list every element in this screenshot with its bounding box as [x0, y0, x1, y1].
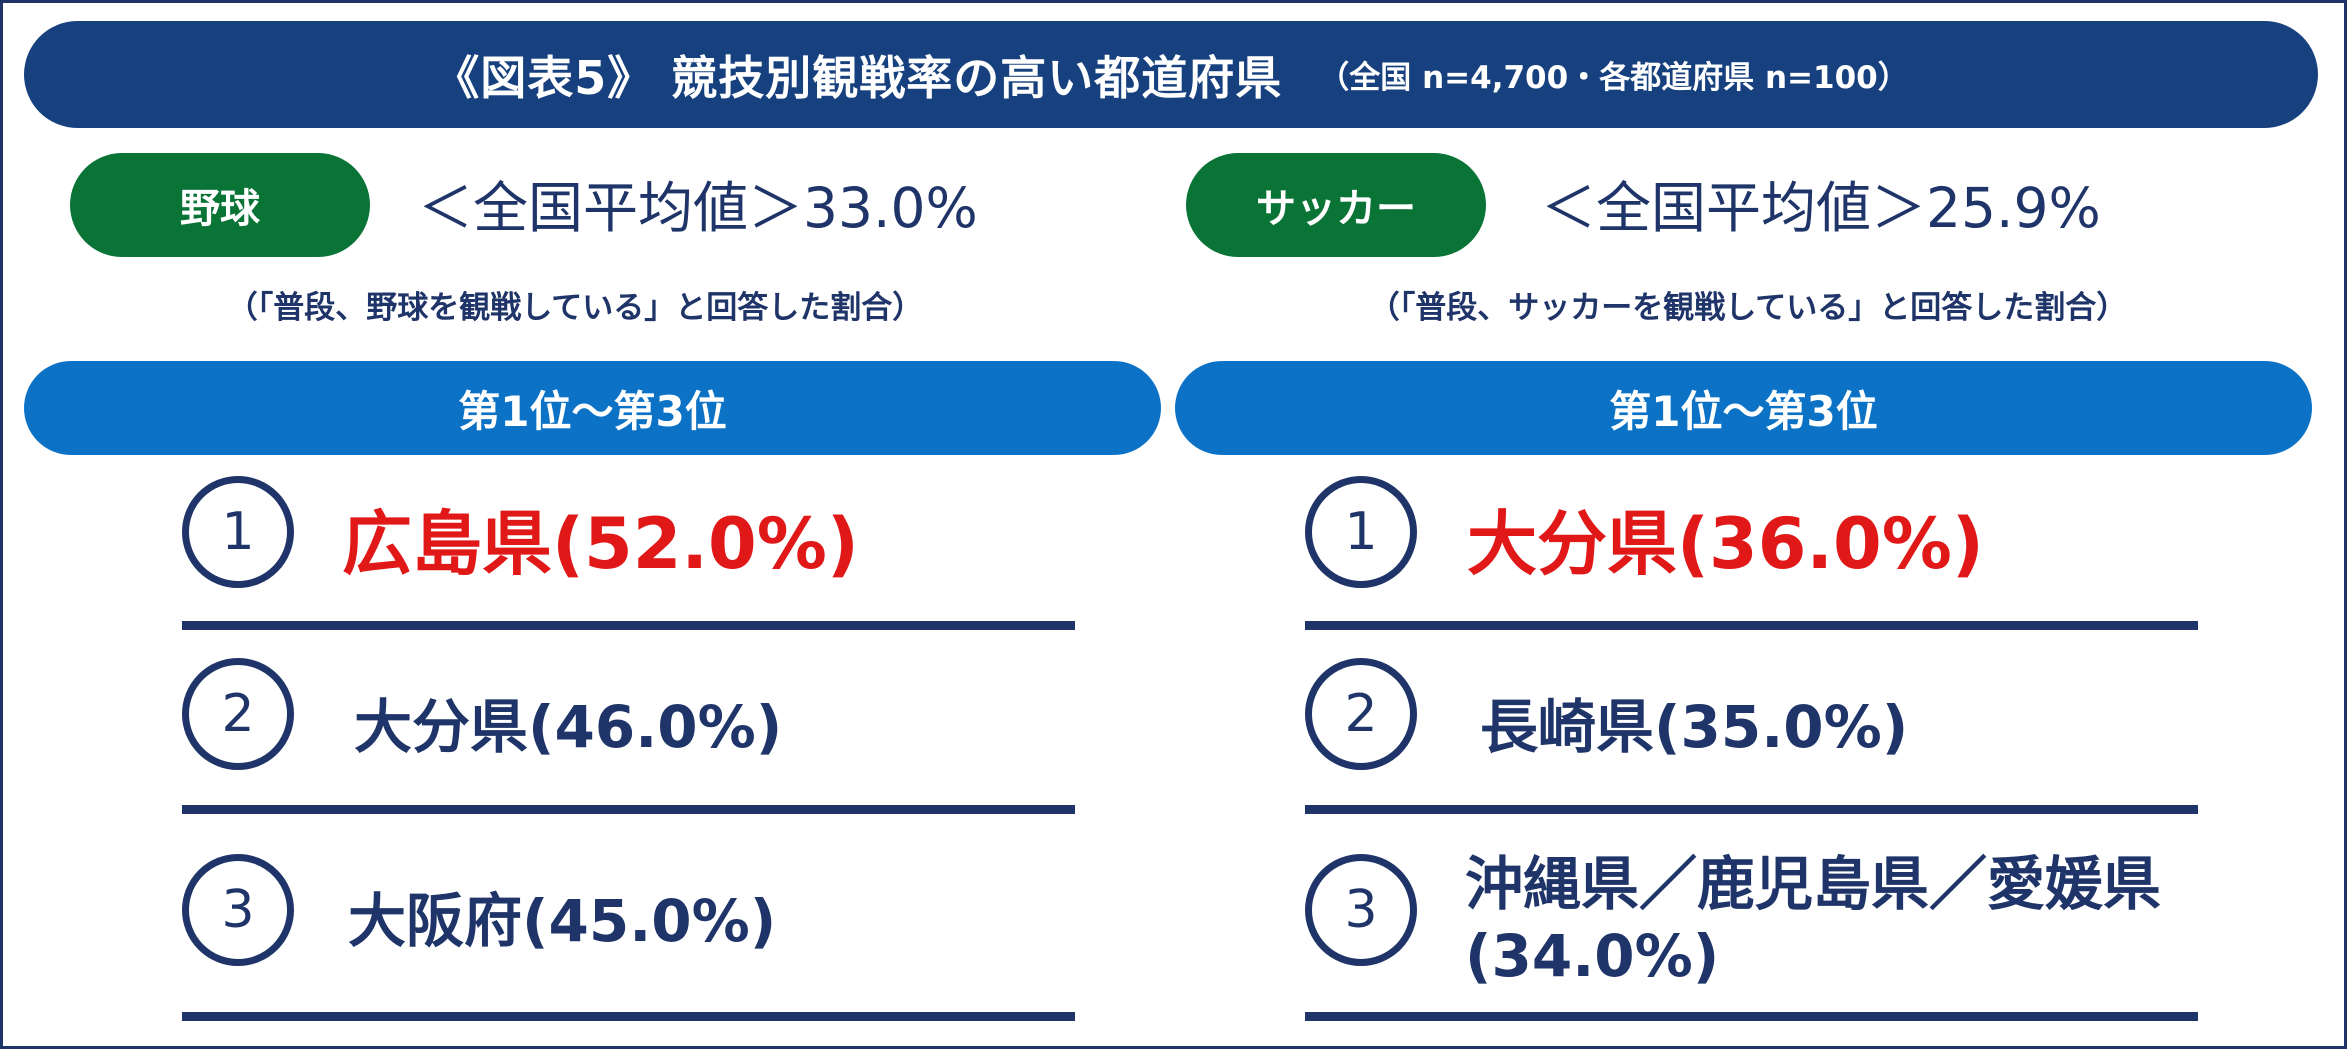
national-average-label: ＜全国平均値＞ — [1541, 176, 1927, 240]
rank-divider — [1305, 621, 2198, 630]
rank-divider — [182, 1012, 1075, 1021]
rank-prefecture: 大分県(36.0%) — [1467, 503, 1984, 585]
rank-number-circle: 1 — [1305, 476, 1417, 588]
rank-divider — [1305, 805, 2198, 814]
national-average-value: 25.9% — [1926, 176, 2101, 240]
national-average-baseball: ＜全国平均値＞33.0% — [418, 163, 978, 243]
survey-note-baseball: （「普段、野球を観戦している」と回答した割合） — [226, 290, 924, 326]
rank-number-circle: 3 — [1305, 854, 1417, 966]
figure-sample-size: （全国 n=4,700・各都道府県 n=100） — [1318, 60, 1909, 96]
rank-number-circle: 2 — [182, 658, 294, 770]
rank-prefecture: 大分県(46.0%) — [354, 693, 783, 761]
national-average-label: ＜全国平均値＞ — [418, 176, 804, 240]
rank-prefecture: 広島県(52.0%) — [342, 503, 859, 585]
rank-header-baseball: 第1位～第3位 — [24, 361, 1161, 455]
rank-number-circle: 3 — [182, 854, 294, 966]
rank-number-circle: 1 — [182, 476, 294, 588]
rank-divider — [182, 805, 1075, 814]
soccer-panel: サッカー ＜全国平均値＞25.9% （「普段、サッカーを観戦している」と回答した… — [1173, 0, 2323, 1049]
survey-note-soccer: （「普段、サッカーを観戦している」と回答した割合） — [1368, 290, 2128, 326]
rank-divider — [1305, 1012, 2198, 1021]
rank-prefecture: 長崎県(35.0%) — [1480, 693, 1909, 761]
rank-number-circle: 2 — [1305, 658, 1417, 770]
title-bar: 《図表5》 競技別観戦率の高い都道府県 （全国 n=4,700・各都道府県 n=… — [24, 21, 2318, 128]
figure-title: 《図表5》 競技別観戦率の高い都道府県 — [433, 50, 1283, 105]
rank-prefecture: 大阪府(45.0%) — [348, 887, 777, 955]
sport-label-baseball: 野球 — [70, 153, 370, 257]
baseball-panel: 野球 ＜全国平均値＞33.0% （「普段、野球を観戦している」と回答した割合） … — [0, 0, 1161, 1049]
national-average-value: 33.0% — [803, 176, 978, 240]
national-average-soccer: ＜全国平均値＞25.9% — [1541, 163, 2101, 243]
rank-divider — [182, 621, 1075, 630]
sport-label-soccer: サッカー — [1186, 153, 1486, 257]
rank-prefecture: 沖縄県／鹿児島県／愛媛県(34.0%) — [1465, 850, 2162, 990]
rank-header-soccer: 第1位～第3位 — [1175, 361, 2312, 455]
